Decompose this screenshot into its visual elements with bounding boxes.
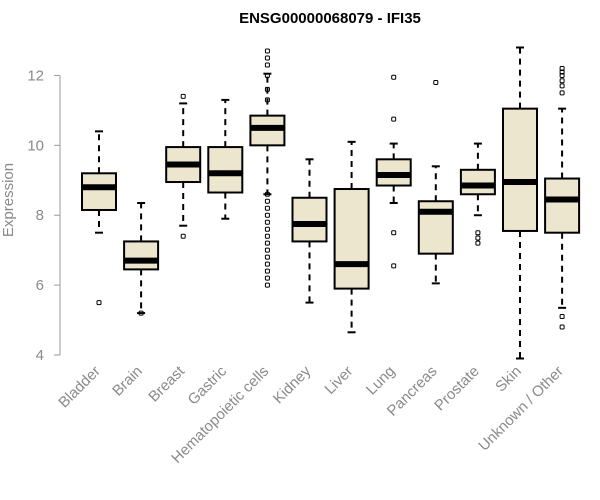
box-group: [459, 142, 496, 246]
box-group: [165, 93, 202, 239]
box-group: [417, 79, 454, 285]
y-axis: 4 6 8 10 12: [27, 67, 61, 364]
box-iqr: [502, 107, 538, 232]
outlier-point: [264, 191, 270, 197]
outlier-point: [264, 261, 270, 267]
x-category-label: Kidney: [270, 362, 315, 407]
box-iqr: [207, 146, 244, 194]
outlier-point: [559, 65, 565, 71]
x-category-label: Skin: [492, 363, 525, 396]
box-group: [502, 46, 538, 360]
box-group: [123, 201, 160, 316]
x-category-label: Brain: [109, 363, 146, 400]
outlier-point: [96, 300, 102, 306]
outlier-point: [264, 62, 270, 68]
outlier-point: [264, 212, 270, 218]
outlier-point: [391, 263, 397, 269]
outlier-point: [264, 268, 270, 274]
outlier-point: [391, 116, 397, 122]
outlier-point: [264, 233, 270, 239]
outlier-point: [475, 230, 481, 236]
box-iqr: [81, 172, 117, 211]
outlier-point: [264, 240, 270, 246]
box-group: [375, 74, 412, 269]
outlier-point: [264, 198, 270, 204]
box-iqr: [123, 240, 160, 271]
y-axis-label: Expression: [0, 163, 17, 237]
box-group: [249, 48, 286, 288]
chart-title: ENSG00000068079 - IFI35: [239, 10, 421, 27]
outlier-point: [264, 254, 270, 260]
box-group: [207, 98, 244, 220]
outlier-point: [264, 205, 270, 211]
outlier-point: [180, 93, 186, 99]
outlier-point: [559, 69, 565, 75]
y-tick-label: 6: [36, 277, 44, 294]
box-group: [291, 158, 328, 304]
box-group: [81, 130, 117, 306]
outlier-point: [180, 233, 186, 239]
outlier-point: [559, 90, 565, 96]
outlier-point: [559, 314, 565, 320]
outlier-point: [264, 48, 270, 54]
boxes-group: [81, 46, 581, 360]
outlier-point: [138, 310, 144, 316]
outlier-point: [559, 83, 565, 89]
y-tick-label: 10: [27, 137, 44, 154]
x-category-label: Lung: [363, 363, 399, 399]
outlier-point: [264, 55, 270, 61]
outlier-point: [391, 74, 397, 80]
box-iqr: [459, 168, 496, 196]
y-tick-label: 4: [36, 347, 44, 364]
x-category-label: Liver: [321, 363, 356, 398]
box-iqr: [291, 196, 328, 243]
box-group: [544, 65, 581, 330]
x-category-label: Bladder: [55, 363, 104, 412]
outlier-point: [264, 97, 270, 103]
outlier-point: [264, 72, 270, 78]
x-category-label: Breast: [145, 362, 188, 405]
outlier-point: [475, 235, 481, 241]
y-tick-label: 8: [36, 207, 44, 224]
outlier-point: [264, 247, 270, 253]
outlier-point: [264, 219, 270, 225]
outlier-point: [391, 230, 397, 236]
outlier-point: [559, 72, 565, 78]
outlier-point: [433, 79, 439, 85]
outlier-point: [264, 275, 270, 281]
outlier-point: [559, 78, 565, 84]
box-iqr: [544, 177, 581, 234]
x-category-label: Prostate: [431, 363, 483, 415]
outlier-point: [264, 226, 270, 232]
outlier-point: [559, 324, 565, 330]
outlier-point: [264, 86, 270, 92]
box-group: [333, 140, 370, 334]
outlier-point: [475, 240, 481, 246]
y-tick-label: 12: [27, 67, 44, 84]
outlier-point: [264, 282, 270, 288]
box-iqr: [333, 188, 370, 290]
